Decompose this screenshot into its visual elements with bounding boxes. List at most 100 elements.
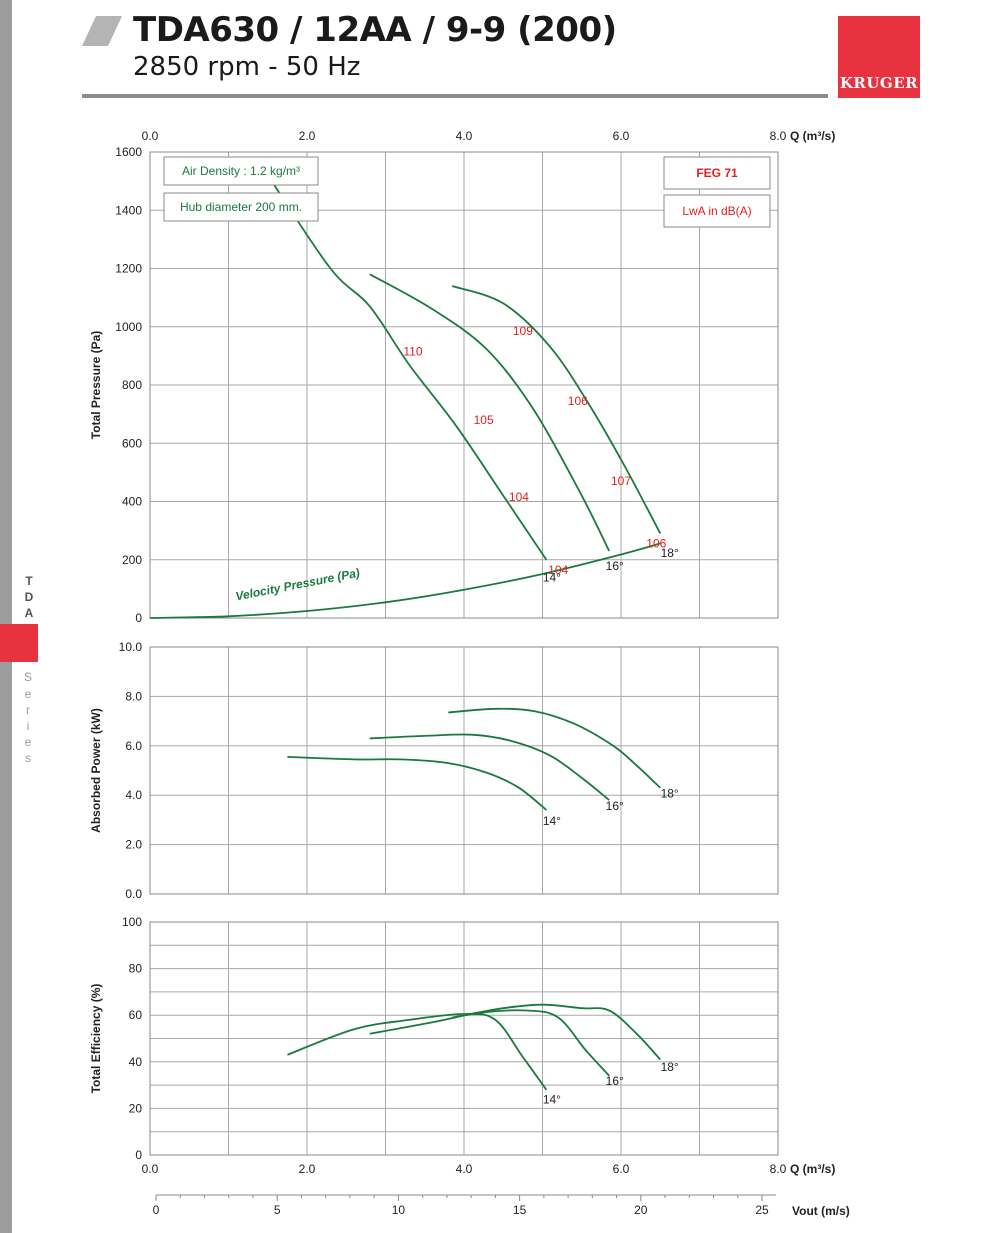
blade-angle-label: 14°: [543, 814, 561, 828]
y-tick-label: 2.0: [125, 838, 142, 852]
series-word-letter: i: [26, 719, 32, 733]
x-tick-label: 8.0: [770, 129, 787, 143]
x-tick-label: 4.0: [456, 129, 473, 143]
y-tick-label: 0.0: [125, 887, 142, 901]
info-box: [163, 192, 319, 222]
y-axis-title: Total Efficiency (%): [89, 984, 103, 1094]
plot-frame: [149, 921, 779, 1156]
noise-level-label: 105: [474, 413, 494, 427]
blade-angle-label: 16°: [606, 799, 624, 813]
header-slash-icon: [82, 16, 122, 46]
noise-level-label: 106: [568, 394, 588, 408]
noise-level-label: 110: [403, 345, 422, 359]
series-marker: [0, 624, 38, 662]
y-tick-label: 1200: [115, 262, 142, 276]
series-letter: A: [24, 606, 34, 620]
velocity-tick-label: 15: [513, 1203, 527, 1217]
y-tick-label: 20: [129, 1101, 143, 1115]
info-box-text: Air Density : 1.2 kg/m³: [182, 164, 300, 178]
curve-16-: [369, 1009, 610, 1077]
y-tick-label: 80: [129, 962, 143, 976]
blade-angle-label: 16°: [606, 559, 624, 573]
series-word-letter: r: [26, 703, 32, 717]
curve-16-: [369, 733, 610, 801]
velocity-tick-label: 5: [274, 1203, 281, 1217]
series-letter: T: [25, 574, 33, 588]
noise-level-label: 104: [509, 490, 529, 504]
velocity-axis-title: Vout (m/s): [792, 1204, 850, 1218]
y-tick-label: 40: [129, 1055, 143, 1069]
y-tick-label: 0: [135, 1148, 142, 1162]
legend-box: [663, 194, 771, 228]
plot-frame: [149, 151, 779, 619]
y-tick-label: 600: [122, 436, 142, 450]
x-tick-label: 0.0: [142, 1162, 159, 1176]
y-axis-title: Total Pressure (Pa): [89, 331, 103, 439]
legend-box-text: LwA in dB(A): [682, 204, 751, 218]
curve-16-: [369, 273, 611, 552]
velocity-tick-label: 0: [153, 1203, 160, 1217]
noise-level-label: 109: [513, 324, 533, 338]
blade-angle-label: 18°: [661, 1060, 679, 1074]
y-tick-label: 4.0: [125, 788, 142, 802]
curve-14-: [267, 174, 548, 561]
noise-level-label: 104: [548, 563, 568, 577]
y-tick-label: 1400: [115, 203, 142, 217]
curve-18-: [448, 707, 661, 789]
blade-angle-label: 18°: [661, 546, 679, 560]
curve-14-: [287, 1013, 548, 1091]
x-tick-label: 2.0: [299, 1162, 316, 1176]
curve-14-: [287, 756, 547, 811]
series-word-letter: S: [23, 670, 34, 684]
y-tick-label: 1600: [115, 145, 142, 159]
blade-angle-label: 18°: [661, 787, 679, 801]
y-tick-label: 200: [122, 553, 142, 567]
x-tick-label: 8.0: [770, 1162, 787, 1176]
page-title: TDA630 / 12AA / 9-9 (200): [133, 10, 617, 50]
brand-logo: KRUGER: [838, 16, 920, 98]
info-box-text: Hub diameter 200 mm.: [180, 200, 302, 214]
x-tick-label: 6.0: [613, 129, 630, 143]
series-word-letter: s: [25, 751, 33, 765]
x-tick-label: 6.0: [613, 1162, 630, 1176]
sidebar-strip: [0, 0, 12, 1233]
y-tick-label: 0: [135, 611, 142, 625]
velocity-tick-label: 10: [392, 1203, 406, 1217]
blade-angle-label: 16°: [606, 1074, 624, 1088]
series-word-letter: e: [24, 687, 34, 701]
y-tick-label: 800: [122, 378, 142, 392]
velocity-tick-label: 20: [634, 1203, 648, 1217]
y-tick-label: 1000: [115, 320, 142, 334]
legend-box-text: FEG 71: [696, 166, 738, 180]
y-tick-label: 6.0: [125, 739, 142, 753]
y-tick-label: 8.0: [125, 689, 142, 703]
curve-18-: [452, 1003, 661, 1061]
curve-velocity-pressure-pa-: [149, 542, 661, 619]
y-tick-label: 60: [129, 1008, 143, 1022]
velocity-tick-label: 25: [755, 1203, 769, 1217]
brand-logo-text: KRUGER: [839, 74, 919, 92]
y-tick-label: 10.0: [119, 640, 143, 654]
x-tick-label: 4.0: [456, 1162, 473, 1176]
y-tick-label: 100: [122, 915, 142, 929]
header-divider: [82, 94, 828, 98]
y-tick-label: 400: [122, 495, 142, 509]
noise-level-label: 106: [646, 537, 666, 551]
blade-angle-label: 14°: [543, 1093, 561, 1107]
plot-frame: [149, 646, 779, 895]
x-axis-title: Q (m³/s): [790, 1162, 835, 1176]
y-axis-title: Absorbed Power (kW): [89, 708, 103, 833]
noise-level-label: 107: [611, 474, 631, 488]
x-tick-label: 2.0: [299, 129, 316, 143]
info-box: [163, 156, 319, 186]
series-word-letter: e: [24, 735, 34, 749]
series-letter: D: [24, 590, 34, 604]
page-subtitle: 2850 rpm - 50 Hz: [133, 52, 361, 82]
legend-box: [663, 156, 771, 190]
x-tick-label: 0.0: [142, 129, 159, 143]
velocity-pressure-label: Velocity Pressure (Pa): [234, 566, 361, 604]
blade-angle-label: 14°: [543, 571, 561, 585]
curve-18-: [451, 285, 662, 534]
x-axis-title: Q (m³/s): [790, 129, 835, 143]
